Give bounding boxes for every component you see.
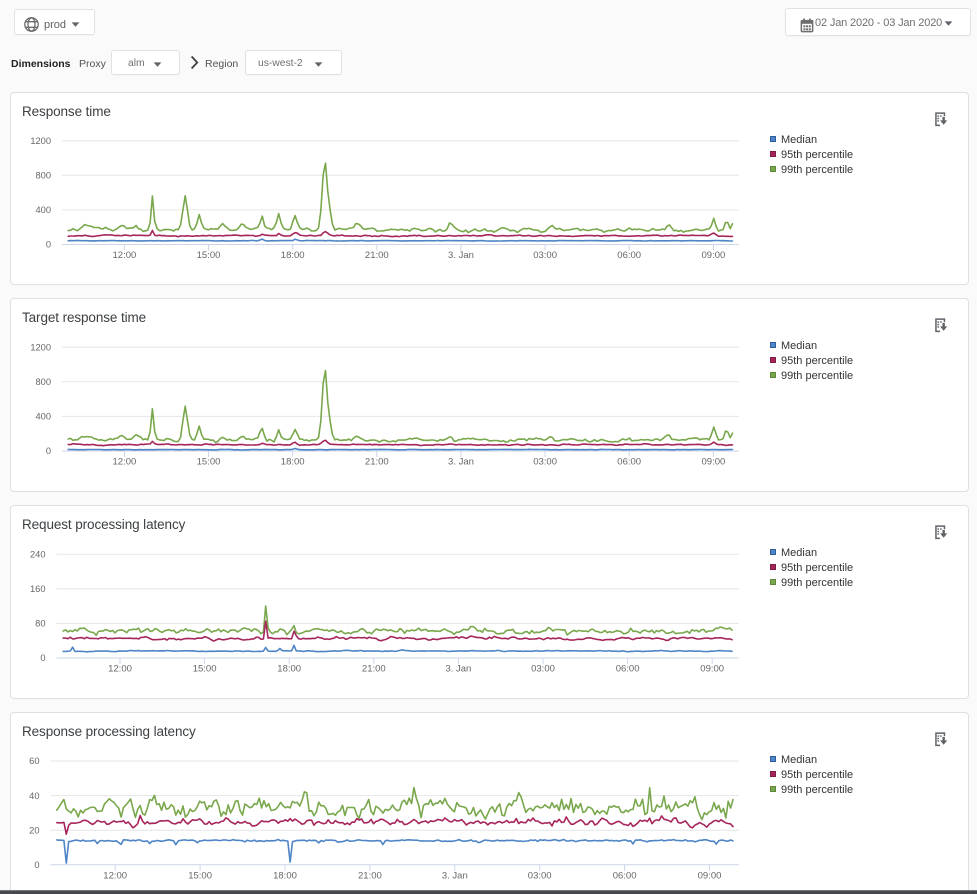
svg-text:12:00: 12:00: [108, 664, 132, 675]
svg-text:3. Jan: 3. Jan: [448, 250, 474, 261]
svg-text:15:00: 15:00: [197, 250, 221, 261]
svg-text:03:00: 03:00: [531, 664, 555, 675]
svg-text:3. Jan: 3. Jan: [448, 457, 474, 468]
svg-text:06:00: 06:00: [617, 457, 641, 468]
svg-text:800: 800: [35, 377, 51, 387]
svg-text:20: 20: [29, 825, 39, 835]
svg-text:1200: 1200: [30, 342, 51, 352]
svg-text:09:00: 09:00: [702, 250, 726, 261]
svg-text:03:00: 03:00: [533, 250, 557, 261]
svg-text:0: 0: [40, 653, 45, 663]
svg-text:240: 240: [30, 549, 46, 559]
svg-text:15:00: 15:00: [197, 457, 221, 468]
svg-text:21:00: 21:00: [365, 250, 389, 261]
svg-text:12:00: 12:00: [113, 457, 137, 468]
svg-text:18:00: 18:00: [281, 457, 305, 468]
svg-text:400: 400: [35, 412, 51, 422]
svg-text:800: 800: [35, 171, 51, 181]
svg-text:0: 0: [46, 240, 51, 250]
svg-text:09:00: 09:00: [698, 871, 722, 882]
svg-text:21:00: 21:00: [358, 871, 382, 882]
svg-text:06:00: 06:00: [613, 871, 637, 882]
svg-text:03:00: 03:00: [533, 457, 557, 468]
svg-text:06:00: 06:00: [616, 664, 640, 675]
svg-text:09:00: 09:00: [700, 664, 724, 675]
svg-text:15:00: 15:00: [188, 871, 212, 882]
svg-text:09:00: 09:00: [702, 457, 726, 468]
svg-text:06:00: 06:00: [617, 250, 641, 261]
svg-text:18:00: 18:00: [281, 250, 305, 261]
svg-text:3. Jan: 3. Jan: [442, 871, 468, 882]
svg-text:80: 80: [35, 619, 45, 629]
svg-text:1200: 1200: [30, 136, 51, 146]
svg-text:40: 40: [29, 791, 39, 801]
svg-text:3. Jan: 3. Jan: [445, 664, 471, 675]
svg-text:21:00: 21:00: [362, 664, 386, 675]
svg-text:60: 60: [29, 756, 39, 766]
svg-text:18:00: 18:00: [273, 871, 297, 882]
svg-text:12:00: 12:00: [103, 871, 127, 882]
svg-text:21:00: 21:00: [365, 457, 389, 468]
svg-text:160: 160: [30, 584, 46, 594]
svg-text:15:00: 15:00: [193, 664, 217, 675]
svg-text:18:00: 18:00: [277, 664, 301, 675]
svg-text:0: 0: [46, 446, 51, 456]
svg-text:0: 0: [34, 860, 39, 870]
svg-text:12:00: 12:00: [113, 250, 137, 261]
svg-text:03:00: 03:00: [528, 871, 552, 882]
svg-text:400: 400: [35, 205, 51, 215]
